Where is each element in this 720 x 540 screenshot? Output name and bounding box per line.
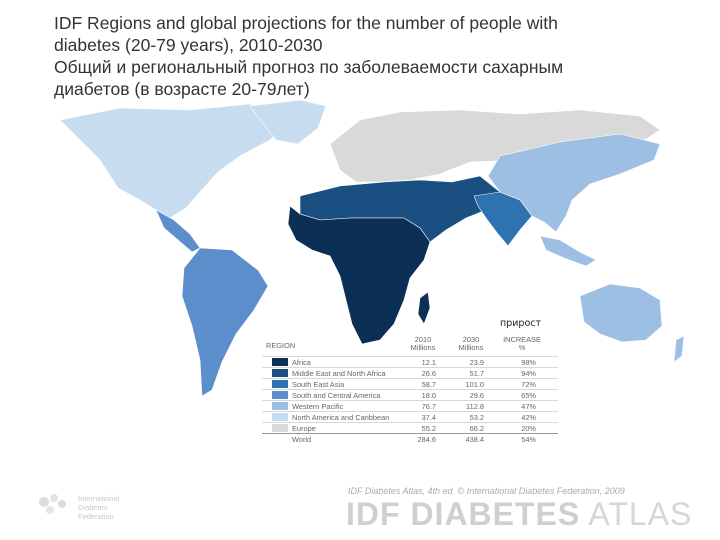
legend-value-2010: 76.7 xyxy=(421,402,436,411)
legend-header: REGION 2010 Millions 2030 Millions INCRE… xyxy=(262,334,558,354)
legend-row: Western Pacific 76.7 112.8 47% xyxy=(262,400,558,411)
legend-region-name: Middle East and North Africa xyxy=(292,369,386,378)
region-western-pacific xyxy=(487,133,661,233)
idf-org-line-3: Federation xyxy=(78,512,114,521)
region-central-america xyxy=(155,209,201,253)
legend-increase-label: INCREASE xyxy=(503,335,541,344)
legend-2010-year: 2010 xyxy=(414,335,432,344)
legend-world-row: World 284.6 438.4 54% xyxy=(262,433,558,444)
legend-region-name: North America and Caribbean xyxy=(292,413,390,422)
legend-value-2030: 51.7 xyxy=(469,369,484,378)
legend-value-2010: 18.0 xyxy=(421,391,436,400)
legend-increase-header: INCREASE % xyxy=(502,336,542,352)
legend-value-2010: 37.4 xyxy=(421,413,436,422)
region-south-america xyxy=(181,247,269,397)
legend-value-2010: 55.2 xyxy=(421,424,436,433)
legend-region-header: REGION xyxy=(266,341,296,350)
legend-2010-unit: Millions xyxy=(410,343,436,352)
legend-world-name: World xyxy=(292,435,312,444)
legend-region-name: South and Central America xyxy=(292,391,381,400)
idf-organization-name: International Diabetes Federation xyxy=(78,494,119,521)
idf-diabetes-atlas-wordmark: IDF DIABETES ATLAS xyxy=(346,497,692,531)
legend-value-2030: 23.9 xyxy=(469,358,484,367)
legend-swatch xyxy=(272,402,288,410)
legend-increase: 98% xyxy=(521,358,536,367)
slide-title: IDF Regions and global projections for t… xyxy=(54,12,694,100)
legend-value-2010: 58.7 xyxy=(421,380,436,389)
idf-org-line-2: Diabetes xyxy=(78,503,108,512)
legend-row: Europe 55.2 66.2 20% xyxy=(262,422,558,433)
world-map xyxy=(59,100,685,397)
legend-region-name: Western Pacific xyxy=(292,402,344,411)
legend-swatch xyxy=(272,391,288,399)
legend-value-2010: 12.1 xyxy=(421,358,436,367)
legend-swatch xyxy=(272,380,288,388)
atlas-light-text: ATLAS xyxy=(580,496,693,532)
legend-world-increase: 54% xyxy=(521,435,536,444)
legend-row: South East Asia 58.7 101.0 72% xyxy=(262,378,558,389)
region-greenland xyxy=(249,100,327,145)
legend-increase: 42% xyxy=(521,413,536,422)
copyright-credit: IDF Diabetes Atlas, 4th ed. © Internatio… xyxy=(348,486,625,496)
legend-value-2030: 66.2 xyxy=(469,424,484,433)
legend-value-2030: 112.8 xyxy=(466,402,484,411)
legend-row: North America and Caribbean 37.4 53.2 42… xyxy=(262,411,558,422)
legend-value-2030: 29.6 xyxy=(469,391,484,400)
legend-swatch xyxy=(272,358,288,366)
region-southeast-asia-islands xyxy=(539,235,597,267)
title-line-1: IDF Regions and global projections for t… xyxy=(54,13,558,33)
legend-increase: 65% xyxy=(521,391,536,400)
legend-region-name: South East Asia xyxy=(292,380,345,389)
increase-annotation: прирост xyxy=(500,318,542,329)
legend-increase: 20% xyxy=(521,424,536,433)
atlas-bold-text: IDF DIABETES xyxy=(346,496,581,532)
title-line-3: Общий и региональный прогноз по заболева… xyxy=(54,57,564,77)
legend-2030-header: 2030 Millions xyxy=(458,336,484,352)
legend-2010-header: 2010 Millions xyxy=(410,336,436,352)
region-australia xyxy=(579,283,663,343)
title-line-2: diabetes (20-79 years), 2010-2030 xyxy=(54,35,323,55)
region-africa xyxy=(287,205,431,345)
region-madagascar xyxy=(417,291,431,325)
legend-2030-year: 2030 xyxy=(462,335,480,344)
legend-increase: 47% xyxy=(521,402,536,411)
legend-2030-unit: Millions xyxy=(458,343,484,352)
legend-swatch xyxy=(272,424,288,432)
legend-swatch xyxy=(272,369,288,377)
legend-value-2010: 26.6 xyxy=(421,369,436,378)
idf-org-line-1: International xyxy=(78,494,120,503)
legend-swatch xyxy=(272,413,288,421)
legend-world-2010: 284.6 xyxy=(417,435,437,444)
legend-row: Middle East and North Africa 26.6 51.7 9… xyxy=(262,367,558,378)
legend-region-name: Africa xyxy=(292,358,311,367)
region-new-zealand xyxy=(673,335,685,363)
legend-increase: 94% xyxy=(521,369,536,378)
legend-world-2030: 438.4 xyxy=(465,435,485,444)
legend-increase: 72% xyxy=(521,380,536,389)
legend-region-name: Europe xyxy=(292,424,316,433)
legend-rows: Africa 12.1 23.9 98% Middle East and Nor… xyxy=(262,356,558,444)
legend-value-2030: 101.0 xyxy=(465,380,485,389)
title-line-4: диабетов (в возрасте 20-79лет) xyxy=(54,79,310,99)
idf-logo xyxy=(39,494,66,514)
legend-value-2030: 53.2 xyxy=(469,413,484,422)
legend-increase-unit: % xyxy=(518,343,526,352)
region-north-america xyxy=(59,103,291,219)
legend-row: South and Central America 18.0 29.6 65% xyxy=(262,389,558,400)
legend-row: Africa 12.1 23.9 98% xyxy=(262,356,558,367)
